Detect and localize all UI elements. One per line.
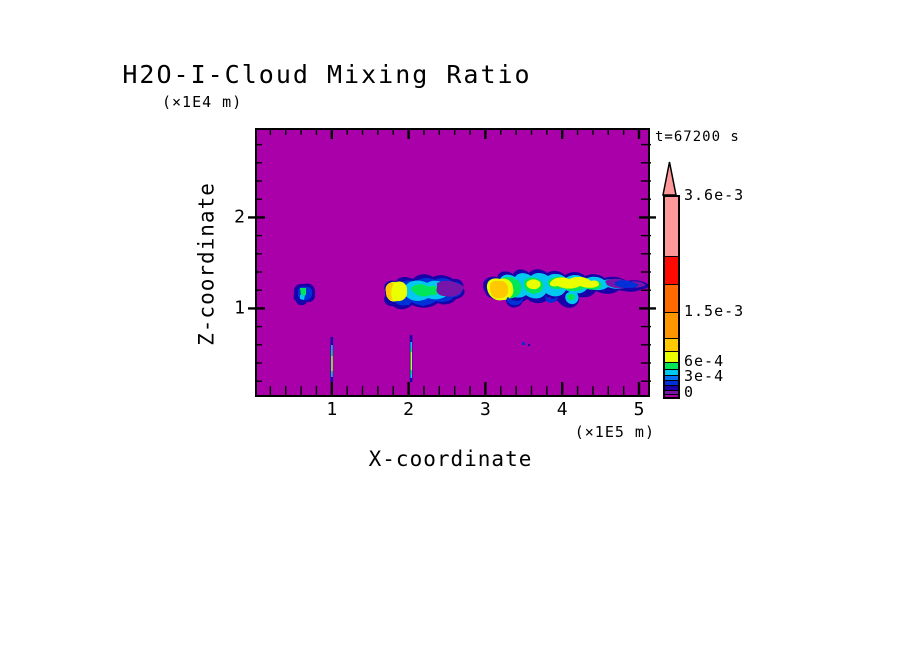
colorbar-segment-cyan bbox=[665, 370, 678, 376]
colorbar-arrow-icon bbox=[662, 161, 677, 196]
background-specks bbox=[522, 342, 530, 346]
colorbar-segment-orange bbox=[665, 313, 678, 339]
mid-cloud bbox=[383, 274, 465, 310]
colorbar-segment-violet bbox=[665, 391, 678, 395]
colorbar-segment-lightblue bbox=[665, 376, 678, 381]
small-cloud bbox=[293, 283, 316, 306]
y-tick-label: 2 bbox=[234, 206, 245, 228]
precip-streak-2 bbox=[409, 335, 413, 382]
x-tick-label: 4 bbox=[556, 399, 568, 420]
colorbar-segment-navy bbox=[665, 386, 678, 391]
large-cloud bbox=[483, 269, 648, 308]
x-tick-label: 2 bbox=[403, 399, 415, 420]
y-tick-label: 1 bbox=[234, 297, 245, 319]
colorbar-segment-blue bbox=[665, 381, 678, 386]
colorbar-segment-background bbox=[665, 395, 678, 397]
z-axis-unit-label: (×1E4 m) bbox=[162, 93, 243, 111]
colorbar-segment-red bbox=[665, 257, 678, 285]
colorbar-tick-label: 3.6e-3 bbox=[684, 186, 745, 204]
colorbar bbox=[663, 195, 680, 399]
colorbar-tick-label: 1.5e-3 bbox=[684, 302, 745, 320]
z-axis-label: Z-coordinate bbox=[194, 182, 219, 346]
time-label: t=67200 s bbox=[655, 129, 740, 145]
colorbar-segment-darkorange bbox=[665, 285, 678, 313]
colorbar-tick-label: 3e-4 bbox=[684, 367, 725, 385]
colorbar-segment-green bbox=[665, 363, 678, 370]
plot-area bbox=[255, 128, 650, 397]
x-axis-label: X-coordinate bbox=[368, 447, 533, 471]
colorbar-tick-label: 0 bbox=[684, 383, 695, 401]
colorbar-segment-pink bbox=[665, 197, 678, 257]
colorbar-segment-yellow bbox=[665, 352, 678, 363]
x-axis-unit-label: (×1E5 m) bbox=[574, 423, 655, 441]
precip-streak-1 bbox=[330, 337, 334, 382]
x-tick-label: 3 bbox=[479, 399, 491, 420]
x-tick-label: 1 bbox=[326, 399, 338, 420]
colorbar-tick-label: 6e-4 bbox=[684, 352, 725, 370]
plot-title: H2O-I-Cloud Mixing Ratio bbox=[122, 60, 532, 89]
colorbar-segment-gold bbox=[665, 339, 678, 352]
cloud-field bbox=[293, 269, 648, 382]
x-tick-label: 5 bbox=[633, 399, 645, 420]
